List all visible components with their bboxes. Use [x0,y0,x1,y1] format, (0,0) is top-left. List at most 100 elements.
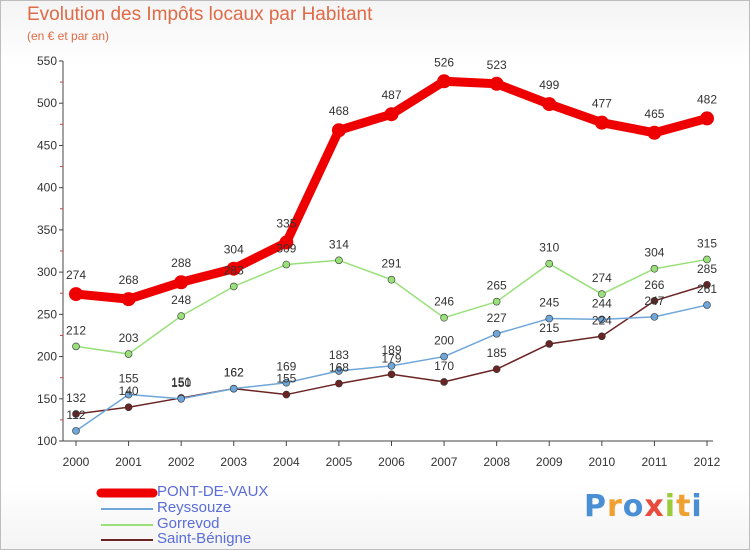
data-label: 477 [592,97,612,111]
x-tick-label: 2010 [588,455,615,469]
y-tick-label: 550 [37,54,57,68]
data-label: 309 [276,242,296,256]
data-point [542,97,557,112]
data-label: 465 [644,107,664,121]
data-point [177,312,185,320]
data-label: 189 [381,343,401,357]
data-label: 248 [171,293,191,307]
data-label: 499 [539,78,559,92]
proxiti-logo: Proxiti [584,489,703,524]
data-point [282,378,291,387]
logo-letter: o [622,489,645,524]
data-label: 487 [381,88,401,102]
data-label: 162 [224,366,244,380]
x-tick-label: 2005 [326,455,353,469]
data-label: 304 [224,243,244,257]
data-point [700,111,714,126]
data-label: 183 [329,348,349,362]
x-tick-label: 2008 [483,455,510,469]
logo-letter: r [607,489,623,524]
data-label: 468 [329,104,349,118]
data-point [124,390,133,399]
data-label: 150 [171,376,191,390]
data-point [594,115,609,130]
y-tick-label: 300 [37,265,57,279]
data-label: 246 [434,295,454,309]
logo-letter: i [664,489,677,524]
y-tick-label: 200 [37,350,57,364]
data-point [703,255,711,264]
x-tick-label: 2004 [273,455,300,469]
x-tick-label: 2000 [63,455,90,469]
x-tick-label: 2006 [378,455,405,469]
legend-label: Reyssouze [157,499,232,516]
data-point [598,290,606,298]
data-label: 314 [329,237,349,251]
data-label: 288 [171,256,191,270]
data-label: 200 [434,334,454,348]
data-point [598,315,606,324]
data-label: 285 [697,262,717,276]
data-point [492,365,501,374]
data-label: 247 [644,294,664,308]
data-point [545,314,554,323]
data-label: 523 [487,58,507,72]
data-point [703,301,711,309]
data-point [282,390,291,399]
logo-letter: x [644,489,665,524]
logo-letter: P [584,489,607,524]
x-tick-label: 2002 [168,455,195,469]
legend-label: Saint-Bénigne [157,530,252,547]
data-label: 179 [381,351,401,365]
data-label: 112 [66,408,85,422]
y-tick-label: 450 [37,138,57,152]
data-point [437,74,452,89]
data-point [650,297,659,305]
data-point [72,427,80,435]
data-label: 283 [224,263,244,277]
y-tick-label: 400 [37,181,57,195]
y-tick-label: 350 [37,223,57,237]
data-point [703,280,711,289]
y-tick-label: 250 [37,307,57,321]
data-point [335,379,343,388]
data-label: 203 [119,331,139,345]
data-label: 168 [329,361,349,375]
x-tick-label: 2003 [220,455,247,469]
data-label: 265 [487,279,507,293]
data-label: 155 [276,372,296,386]
data-label: 169 [276,360,296,374]
data-point [387,275,396,284]
x-tick-label: 2001 [115,455,142,469]
data-point [387,362,396,370]
chart-title: Evolution des Impôts locaux par Habitant [27,4,373,25]
data-point [489,76,504,91]
data-label: 291 [381,257,401,271]
data-label: 261 [697,282,717,296]
legend-label: Gorrevod [157,515,220,532]
data-point [650,264,659,273]
y-tick-label: 500 [37,96,57,110]
y-tick-label: 150 [37,392,57,406]
data-point [72,410,80,418]
data-label: 266 [644,278,664,292]
data-label: 212 [66,323,86,337]
data-label: 268 [119,273,139,287]
data-point [440,378,448,386]
data-label: 224 [592,313,612,327]
data-point [647,125,662,140]
data-point [124,403,133,412]
data-point [229,384,238,393]
data-point [384,107,399,122]
data-label: 274 [592,271,612,285]
data-label: 315 [697,236,717,250]
data-label: 526 [434,55,454,69]
data-label: 132 [66,391,86,405]
data-point [440,313,448,322]
data-point [335,367,343,375]
data-point [545,259,554,268]
data-label: 335 [276,217,296,231]
data-point [121,292,136,307]
